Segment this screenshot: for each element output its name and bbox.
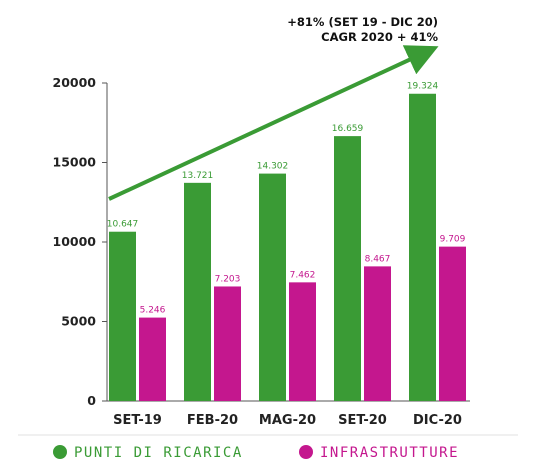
x-category-label: SET-19 xyxy=(113,413,162,428)
bar-punti xyxy=(409,93,436,401)
data-label: 8.467 xyxy=(365,254,391,264)
y-tick-label: 5000 xyxy=(61,314,96,329)
bar-punti xyxy=(184,182,211,401)
bars xyxy=(109,93,466,402)
legend: PUNTI DI RICARICA INFRASTRUTTURE xyxy=(53,445,459,461)
y-tick-label: 20000 xyxy=(53,75,97,90)
trend-arrow xyxy=(108,45,439,201)
bar-punti xyxy=(109,231,136,401)
data-label: 9.709 xyxy=(440,235,466,245)
bar-infrastrutture xyxy=(214,286,241,401)
data-label: 16.659 xyxy=(332,124,364,134)
legend-label-infrastrutture: INFRASTRUTTURE xyxy=(320,445,459,461)
bar-infrastrutture xyxy=(139,317,166,401)
legend-swatch-infrastrutture xyxy=(299,445,313,459)
y-tick-label: 10000 xyxy=(53,234,97,249)
bar-infrastrutture xyxy=(289,282,316,401)
bar-infrastrutture xyxy=(364,266,391,401)
x-category-label: MAG-20 xyxy=(259,413,316,428)
data-label: 7.203 xyxy=(215,274,241,284)
bar-punti xyxy=(334,136,361,402)
data-label: 19.324 xyxy=(407,82,439,92)
bar-punti xyxy=(259,173,286,401)
y-tick-label: 15000 xyxy=(53,155,97,170)
x-category-label: DIC-20 xyxy=(413,413,462,428)
x-category-label: SET-20 xyxy=(338,413,387,428)
annotation-line-1: +81% (SET 19 - DIC 20) xyxy=(287,15,438,29)
data-label: 5.246 xyxy=(140,306,166,316)
legend-swatch-punti xyxy=(53,445,67,459)
y-axis-ticks: 0 5000 10000 15000 20000 xyxy=(53,75,107,408)
data-label: 13.721 xyxy=(182,171,214,181)
x-category-label: FEB-20 xyxy=(187,413,238,428)
y-tick-label: 0 xyxy=(87,393,96,408)
legend-label-punti: PUNTI DI RICARICA xyxy=(74,445,243,461)
x-axis-categories: SET-19 FEB-20 MAG-20 SET-20 DIC-20 xyxy=(113,413,462,428)
data-label: 10.647 xyxy=(107,220,139,230)
data-label: 7.462 xyxy=(290,270,316,280)
annotation-line-2: CAGR 2020 + 41% xyxy=(321,30,438,44)
data-label: 14.302 xyxy=(257,162,289,172)
data-labels: 10.647 5.246 13.721 7.203 14.302 7.462 16.659 8… xyxy=(107,82,466,316)
bar-infrastrutture xyxy=(439,246,466,401)
